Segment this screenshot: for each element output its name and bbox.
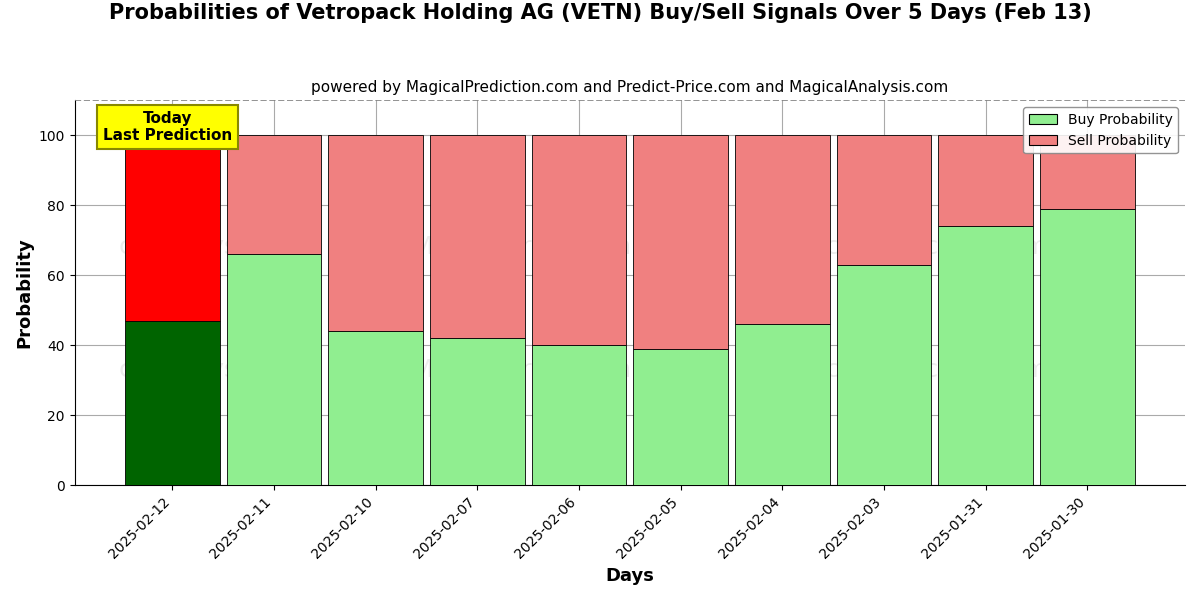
Bar	[532, 345, 626, 485]
Bar	[736, 136, 829, 324]
Bar	[1040, 136, 1134, 209]
Text: MagicalPrediction.com: MagicalPrediction.com	[767, 358, 1048, 382]
Text: Probabilities of Vetropack Holding AG (VETN) Buy/Sell Signals Over 5 Days (Feb 1: Probabilities of Vetropack Holding AG (V…	[109, 3, 1091, 23]
Bar	[329, 136, 422, 331]
Bar	[227, 136, 322, 254]
Title: powered by MagicalPrediction.com and Predict-Price.com and MagicalAnalysis.com: powered by MagicalPrediction.com and Pre…	[311, 80, 948, 95]
X-axis label: Days: Days	[605, 567, 654, 585]
Bar	[329, 331, 422, 485]
Text: calAnalysis.com: calAnalysis.com	[119, 358, 319, 382]
Text: MagicalPrediction.com: MagicalPrediction.com	[412, 235, 692, 259]
Text: MagicalPrediction.com: MagicalPrediction.com	[767, 235, 1048, 259]
Bar	[430, 136, 524, 338]
Bar	[736, 324, 829, 485]
Legend: Buy Probability, Sell Probability: Buy Probability, Sell Probability	[1024, 107, 1178, 154]
Bar	[634, 349, 728, 485]
Bar	[125, 321, 220, 485]
Text: Today
Last Prediction: Today Last Prediction	[103, 111, 232, 143]
Bar	[634, 136, 728, 349]
Bar	[430, 338, 524, 485]
Bar	[1040, 209, 1134, 485]
Text: MagicalPrediction.com: MagicalPrediction.com	[412, 358, 692, 382]
Bar	[227, 254, 322, 485]
Bar	[125, 136, 220, 321]
Bar	[836, 265, 931, 485]
Y-axis label: Probability: Probability	[16, 238, 34, 348]
Bar	[836, 136, 931, 265]
Bar	[938, 136, 1033, 226]
Text: calAnalysis.com: calAnalysis.com	[119, 235, 319, 259]
Bar	[532, 136, 626, 345]
Bar	[938, 226, 1033, 485]
